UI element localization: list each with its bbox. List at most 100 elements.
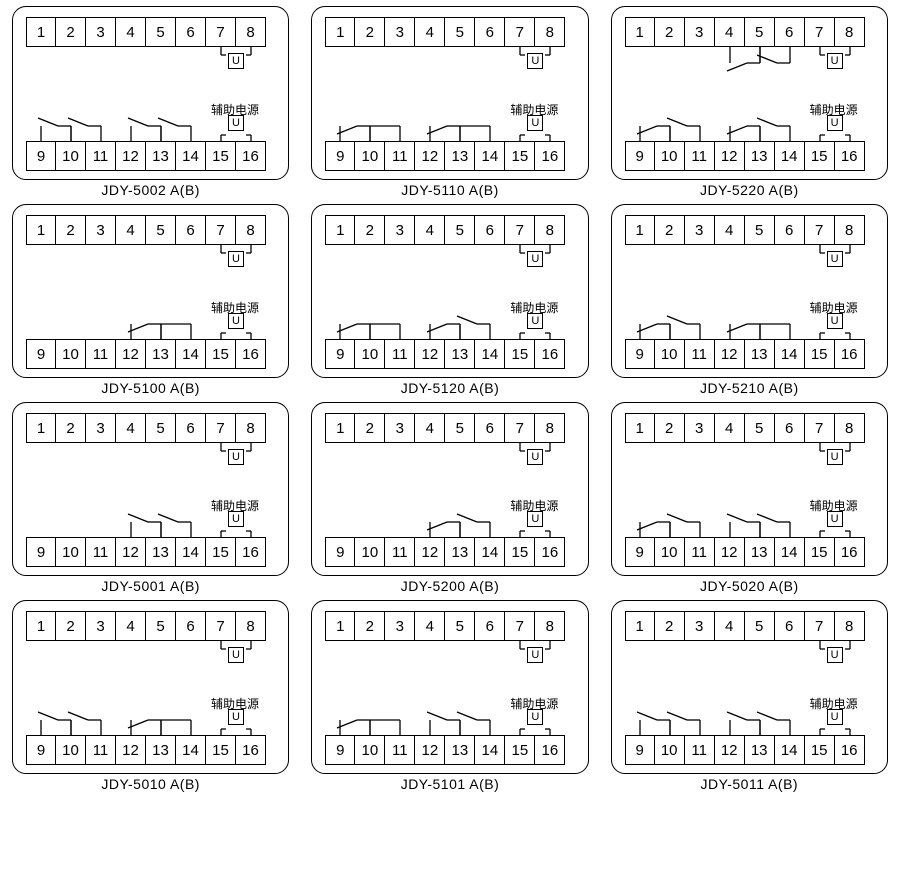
u-box-aux: U (228, 115, 244, 131)
terminal-10: 10 (56, 735, 86, 765)
module-caption: JDY-5200 A(B) (311, 578, 588, 594)
terminal-row-bottom: 910111213141516 (26, 537, 266, 567)
terminal-4: 4 (715, 17, 745, 47)
terminal-6: 6 (475, 17, 505, 47)
module: 12345678 U 辅助电源 U 910111213141516 JDY-50… (611, 600, 888, 792)
terminal-10: 10 (355, 339, 385, 369)
terminal-7: 7 (505, 611, 535, 641)
module: 12345678 U 辅助电源 U 910111213141516 JDY-50… (12, 600, 289, 792)
terminal-2: 2 (355, 17, 385, 47)
module-caption: JDY-5011 A(B) (611, 776, 888, 792)
terminal-16: 16 (535, 339, 565, 369)
terminal-row-top: 12345678 (26, 215, 266, 245)
terminal-9: 9 (325, 339, 355, 369)
terminal-8: 8 (835, 611, 865, 641)
terminal-7: 7 (805, 215, 835, 245)
u-box-aux: U (228, 709, 244, 725)
terminal-15: 15 (505, 339, 535, 369)
terminal-6: 6 (775, 17, 805, 47)
terminal-13: 13 (146, 141, 176, 171)
terminal-15: 15 (805, 537, 835, 567)
u-box-aux: U (827, 511, 843, 527)
u-box-aux: U (228, 313, 244, 329)
terminal-11: 11 (385, 735, 415, 765)
terminal-10: 10 (655, 141, 685, 171)
terminal-2: 2 (655, 611, 685, 641)
terminal-9: 9 (26, 339, 56, 369)
terminal-16: 16 (835, 141, 865, 171)
terminal-1: 1 (325, 215, 355, 245)
terminal-12: 12 (715, 339, 745, 369)
terminal-7: 7 (805, 611, 835, 641)
terminal-11: 11 (385, 537, 415, 567)
terminal-row-bottom: 910111213141516 (325, 735, 565, 765)
u-box-top: U (228, 53, 244, 69)
terminal-8: 8 (835, 17, 865, 47)
terminal-1: 1 (325, 611, 355, 641)
terminal-3: 3 (86, 17, 116, 47)
terminal-5: 5 (745, 413, 775, 443)
u-box-top: U (827, 53, 843, 69)
terminal-4: 4 (415, 17, 445, 47)
terminal-15: 15 (805, 735, 835, 765)
terminal-4: 4 (116, 17, 146, 47)
u-box-aux: U (527, 115, 543, 131)
terminal-8: 8 (535, 611, 565, 641)
terminal-14: 14 (176, 339, 206, 369)
terminal-2: 2 (355, 611, 385, 641)
u-box-top: U (228, 251, 244, 267)
module: 12345678 U 辅助电源 U 910111213141516 JDY-52… (611, 204, 888, 396)
module-panel: 12345678 U 辅助电源 U 910111213141516 (12, 402, 289, 576)
terminal-5: 5 (146, 17, 176, 47)
terminal-8: 8 (835, 215, 865, 245)
terminal-2: 2 (355, 215, 385, 245)
terminal-13: 13 (445, 339, 475, 369)
terminal-14: 14 (176, 537, 206, 567)
terminal-11: 11 (685, 339, 715, 369)
module-panel: 12345678 U 辅助电源 U 910111213141516 (12, 600, 289, 774)
terminal-2: 2 (56, 215, 86, 245)
terminal-16: 16 (835, 537, 865, 567)
module: 12345678 U 辅助电源 U 910111213141516 JDY-50… (12, 6, 289, 198)
terminal-1: 1 (26, 413, 56, 443)
terminal-row-bottom: 910111213141516 (325, 537, 565, 567)
terminal-10: 10 (56, 339, 86, 369)
module-panel: 12345678 U 辅助电源 U 910111213141516 (311, 600, 588, 774)
terminal-3: 3 (685, 413, 715, 443)
terminal-1: 1 (26, 611, 56, 641)
terminal-15: 15 (505, 141, 535, 171)
terminal-15: 15 (805, 339, 835, 369)
terminal-15: 15 (206, 735, 236, 765)
terminal-4: 4 (116, 215, 146, 245)
terminal-7: 7 (206, 215, 236, 245)
terminal-6: 6 (475, 413, 505, 443)
terminal-row-bottom: 910111213141516 (325, 339, 565, 369)
terminal-1: 1 (625, 413, 655, 443)
terminal-13: 13 (445, 735, 475, 765)
module: 12345678 U 辅助电源 U 910111213141516 JDY-52… (611, 6, 888, 198)
terminal-14: 14 (475, 141, 505, 171)
terminal-13: 13 (445, 141, 475, 171)
terminal-7: 7 (505, 413, 535, 443)
terminal-11: 11 (86, 141, 116, 171)
module-panel: 12345678 U 辅助电源 U 910111213141516 (611, 204, 888, 378)
terminal-1: 1 (625, 17, 655, 47)
diagram-grid: 12345678 U 辅助电源 U 910111213141516 JDY-50… (12, 6, 888, 792)
module-caption: JDY-5002 A(B) (12, 182, 289, 198)
terminal-13: 13 (745, 339, 775, 369)
module-panel: 12345678 U 辅助电源 U 910111213141516 (311, 402, 588, 576)
u-box-aux: U (228, 511, 244, 527)
terminal-3: 3 (86, 215, 116, 245)
terminal-6: 6 (176, 215, 206, 245)
terminal-6: 6 (775, 611, 805, 641)
terminal-9: 9 (26, 141, 56, 171)
terminal-1: 1 (26, 215, 56, 245)
u-box-top: U (527, 449, 543, 465)
u-box-top: U (827, 647, 843, 663)
terminal-15: 15 (206, 339, 236, 369)
module-panel: 12345678 U 辅助电源 U 910111213141516 (12, 204, 289, 378)
terminal-row-top: 12345678 (26, 413, 266, 443)
terminal-4: 4 (415, 413, 445, 443)
terminal-7: 7 (206, 413, 236, 443)
module-panel: 12345678 U 辅助电源 U 910111213141516 (12, 6, 289, 180)
